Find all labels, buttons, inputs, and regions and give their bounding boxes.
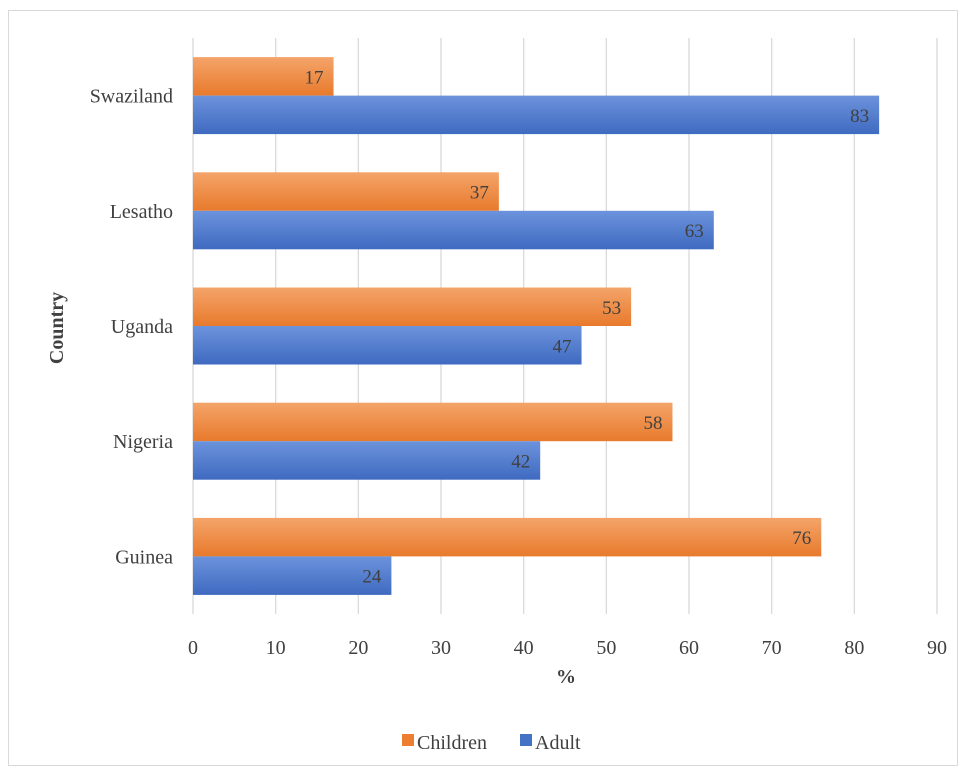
legend-swatch-adult	[520, 734, 532, 746]
y-category-label: Swaziland	[90, 86, 173, 108]
bar-children-swaziland	[193, 57, 334, 96]
data-label: 42	[511, 451, 530, 472]
data-label: 37	[470, 183, 489, 204]
bar-children-nigeria	[193, 402, 673, 442]
x-tick-label: 0	[188, 637, 198, 659]
x-axis-title: %	[556, 666, 576, 688]
data-label: 58	[643, 413, 662, 434]
data-label: 24	[362, 567, 382, 588]
x-tick-label: 70	[762, 637, 782, 659]
chart-frame	[8, 10, 958, 766]
y-category-label: Guinea	[115, 546, 173, 568]
x-tick-label: 90	[927, 637, 947, 659]
data-label: 76	[792, 528, 811, 549]
bar-adult-uganda	[193, 326, 582, 365]
legend: Children Adult	[402, 732, 581, 754]
legend-label-children: Children	[417, 732, 487, 754]
legend-swatch-children	[402, 734, 414, 746]
legend-label-adult: Adult	[535, 732, 581, 754]
bar-children-uganda	[193, 287, 632, 326]
bar-children-guinea	[193, 517, 822, 557]
bar-children-lesatho	[193, 172, 499, 211]
data-label: 53	[602, 298, 621, 319]
x-tick-label: 30	[431, 637, 451, 659]
y-category-label: Uganda	[111, 316, 173, 338]
bar-adult-nigeria	[193, 441, 541, 480]
y-category-label: Nigeria	[113, 431, 173, 453]
axes: 0 10 20 30 40 50 60 70 80 90 Swaziland Lesatho Ugand…	[90, 86, 947, 659]
y-category-label: Lesatho	[110, 201, 173, 223]
bar-adult-lesatho	[193, 210, 714, 250]
data-labels: 17 83 37 63 53 47 58 42 76 24	[305, 67, 870, 587]
bar-adult-swaziland	[193, 95, 880, 135]
y-axis-title: Country	[46, 292, 68, 364]
x-tick-label: 50	[596, 637, 616, 659]
data-label: 17	[305, 67, 324, 88]
bars	[193, 57, 880, 595]
x-tick-label: 10	[266, 637, 286, 659]
data-label: 63	[685, 221, 704, 242]
data-label: 83	[850, 106, 869, 127]
x-tick-label: 60	[679, 637, 699, 659]
bar-adult-guinea	[193, 556, 392, 595]
data-label: 47	[553, 336, 572, 357]
x-tick-label: 80	[844, 637, 864, 659]
x-tick-label: 40	[514, 637, 534, 659]
x-tick-label: 20	[348, 637, 368, 659]
